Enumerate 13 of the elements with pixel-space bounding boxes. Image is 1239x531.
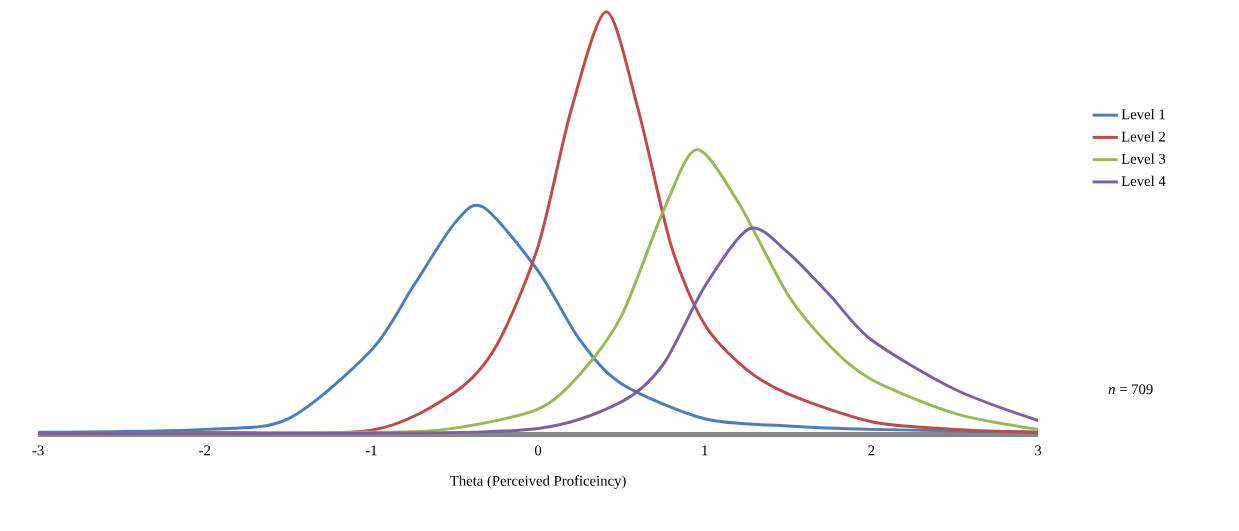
text: n = 709	[1108, 384, 1153, 395]
legend-label: Level 4	[1121, 175, 1166, 187]
x-tick-label: 3	[1035, 445, 1042, 456]
x-tick-label: -3	[32, 445, 44, 456]
x-axis-title: Theta (Perceived Proficeincy)	[450, 475, 626, 489]
legend-label: Level 3	[1121, 153, 1166, 164]
x-tick-label: 0	[534, 445, 542, 456]
x-tick-label: 1	[702, 445, 708, 456]
x-tick-label: 2	[868, 445, 875, 456]
legend-label: Level 2	[1121, 131, 1165, 142]
legend-label: Level 1	[1121, 108, 1165, 120]
x-tick-label: -1	[365, 445, 377, 456]
x-tick-label: -2	[199, 445, 211, 456]
